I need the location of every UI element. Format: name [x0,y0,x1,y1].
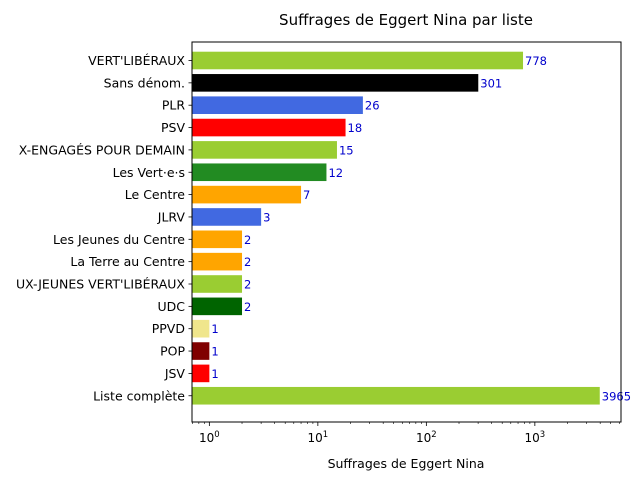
plot-frame [191,41,622,423]
value-label: 15 [339,143,354,157]
x-tick-label: 102 [416,430,437,445]
bar [192,208,262,226]
bar [192,96,363,114]
x-axis-ticks: 100 101 102 103 [192,422,620,445]
value-label: 26 [365,99,380,113]
bars-group [192,51,600,405]
value-label: 3 [263,210,270,224]
bar [192,51,524,70]
x-tick-label: 100 [199,430,220,445]
bar [192,386,600,405]
category-label: Sans dénom. [104,75,185,90]
category-label: Le Centre [125,187,186,202]
chart-title: Suffrages de Eggert Nina par liste [279,11,533,29]
bar [192,230,243,249]
bar [192,342,210,360]
value-label: 18 [348,121,363,135]
value-label: 7 [303,188,310,202]
value-label: 3965 [602,389,631,403]
category-label: X-ENGAGÉS POUR DEMAIN [19,142,185,157]
category-label: UDC [157,299,185,314]
bar [192,141,337,159]
category-label: Les Jeunes du Centre [53,232,185,247]
bar [192,163,327,182]
category-label: UX-JEUNES VERT'LIBÉRAUX [16,277,185,292]
category-labels: VERT'LIBÉRAUX Sans dénom. PLR PSV X-ENGAGÉS … [16,53,192,403]
bar [192,74,479,92]
category-label: JLRV [157,209,186,224]
bar [192,252,243,271]
bar [192,364,210,383]
category-label: JSV [164,366,186,381]
value-label: 2 [244,300,251,314]
x-tick-label: 101 [308,430,329,445]
category-label: Liste complète [93,388,185,403]
category-label: VERT'LIBÉRAUX [88,53,185,68]
category-label: La Terre au Centre [70,254,185,269]
value-label: 778 [525,54,547,68]
bar [192,297,243,316]
value-label: 301 [480,76,502,90]
value-label: 2 [244,255,251,269]
x-tick-label: 103 [525,430,546,445]
bar [192,275,243,293]
category-label: Les Vert·e·s [113,165,185,180]
category-label: PPVD [152,321,185,336]
bar [192,118,346,137]
x-axis-label: Suffrages de Eggert Nina [328,456,485,471]
value-label: 1 [211,345,218,359]
value-label: 1 [211,367,218,381]
category-label: POP [160,344,185,359]
bar [192,319,210,338]
category-label: PLR [162,98,186,113]
category-label: PSV [161,120,185,135]
value-label: 12 [328,166,343,180]
bar [192,185,302,204]
value-label: 1 [211,322,218,336]
value-label: 2 [244,233,251,247]
value-label: 2 [244,278,251,292]
